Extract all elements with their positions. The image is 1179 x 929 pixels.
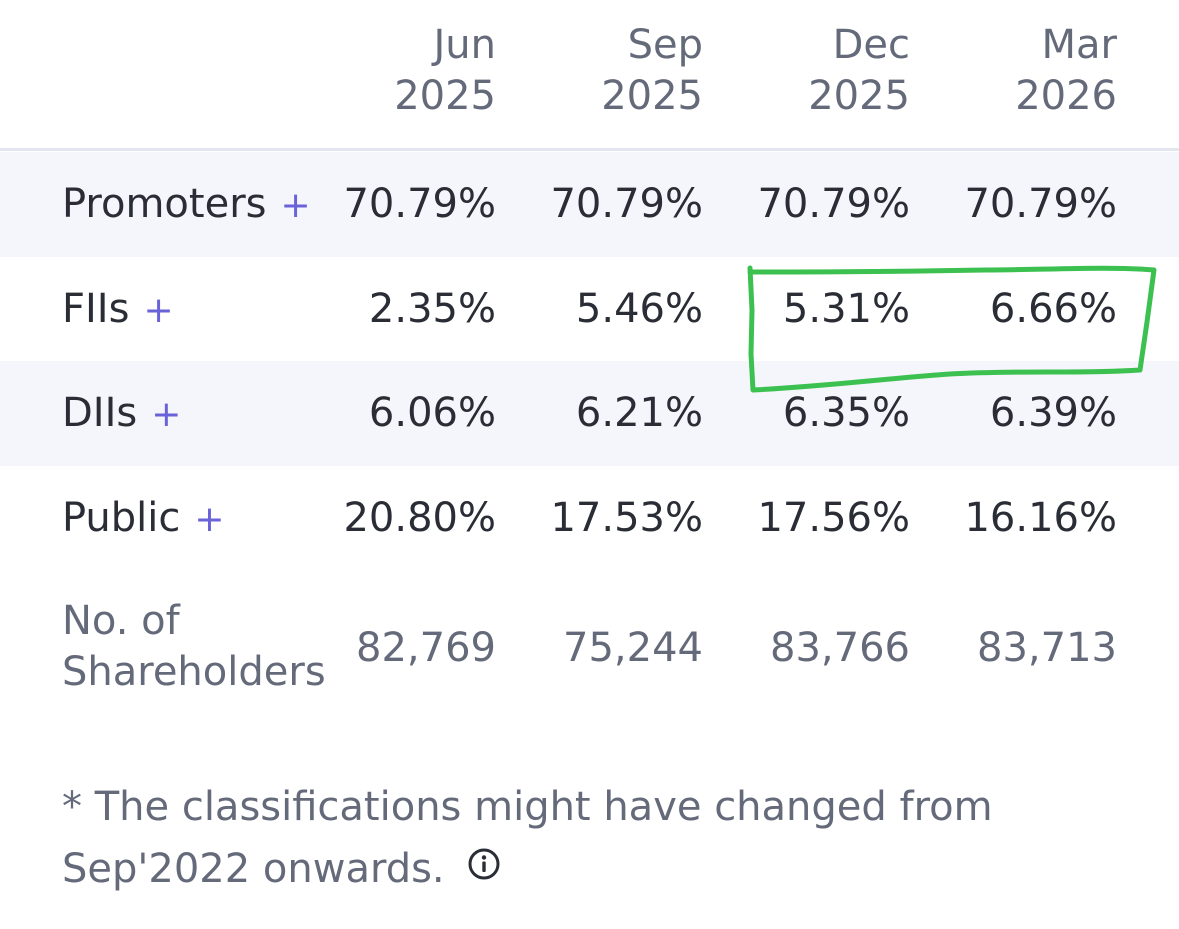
table-cell: 70.79%	[550, 181, 703, 227]
table-cell: 70.79%	[757, 181, 910, 227]
table-cell: 70.79%	[964, 181, 1117, 227]
table-row-diis: DIIs + 6.06% 6.21% 6.35% 6.39%	[0, 361, 1179, 466]
table-cell: 70.79%	[343, 181, 496, 227]
column-header-dec-2025: Dec 2025	[710, 20, 910, 122]
table-cell: 5.31%	[782, 286, 910, 332]
column-header-month: Jun	[433, 22, 497, 68]
row-label-text: Promoters	[62, 181, 267, 227]
column-header-year: 2026	[1015, 73, 1117, 119]
row-label-promoters[interactable]: Promoters +	[62, 152, 311, 257]
table-cell: 82,769	[356, 625, 496, 671]
table-cell: 6.66%	[989, 286, 1117, 332]
column-header-year: 2025	[601, 73, 703, 119]
expand-plus-icon[interactable]: +	[194, 499, 225, 540]
row-label-diis[interactable]: DIIs +	[62, 361, 181, 466]
column-header-year: 2025	[394, 73, 496, 119]
column-header-year: 2025	[808, 73, 910, 119]
column-header-sep-2025: Sep 2025	[503, 20, 703, 122]
table-cell: 16.16%	[964, 495, 1117, 541]
row-label-shareholders: No. of Shareholders	[62, 596, 326, 698]
footnote-line: * The classifications might have changed…	[62, 784, 993, 830]
table-cell: 17.56%	[757, 495, 910, 541]
row-label-fiis[interactable]: FIIs +	[62, 257, 174, 362]
table-cell: 6.21%	[575, 390, 703, 436]
table-cell: 20.80%	[343, 495, 496, 541]
footnote-line-2: Sep'2022 onwards.	[62, 838, 1142, 900]
table-cell: 17.53%	[550, 495, 703, 541]
column-header-month: Dec	[832, 22, 910, 68]
column-header-mar-2026: Mar 2026	[917, 20, 1117, 122]
table-cell: 75,244	[563, 625, 703, 671]
row-label-public[interactable]: Public +	[62, 466, 225, 571]
table-cell: 83,713	[977, 625, 1117, 671]
table-cell: 6.35%	[782, 390, 910, 436]
row-label-line: Shareholders	[62, 649, 326, 695]
row-label-line: No. of	[62, 598, 180, 644]
table-row-fiis: FIIs + 2.35% 5.46% 5.31% 6.66%	[0, 257, 1179, 362]
column-header-month: Sep	[627, 22, 703, 68]
header-divider	[0, 148, 1179, 151]
table-cell: 2.35%	[368, 286, 496, 332]
table-row-public: Public + 20.80% 17.53% 17.56% 16.16%	[0, 466, 1179, 571]
expand-plus-icon[interactable]: +	[151, 394, 182, 435]
row-label-text: DIIs	[62, 390, 138, 436]
table-cell: 6.39%	[989, 390, 1117, 436]
table-cell: 6.06%	[368, 390, 496, 436]
table-cell: 5.46%	[575, 286, 703, 332]
row-label-text: FIIs	[62, 286, 130, 332]
table-row-shareholders: No. of Shareholders 82,769 75,244 83,766…	[0, 596, 1179, 701]
expand-plus-icon[interactable]: +	[143, 290, 174, 331]
column-header-jun-2025: Jun 2025	[296, 20, 496, 122]
info-circle-icon[interactable]	[467, 837, 501, 899]
column-header-month: Mar	[1041, 22, 1117, 68]
footnote-line: Sep'2022 onwards.	[62, 846, 445, 892]
table-row-promoters: Promoters + 70.79% 70.79% 70.79% 70.79%	[0, 152, 1179, 257]
table-cell: 83,766	[770, 625, 910, 671]
expand-plus-icon[interactable]: +	[280, 185, 311, 226]
row-label-text: Public	[62, 495, 181, 541]
classification-footnote: * The classifications might have changed…	[62, 776, 1142, 900]
